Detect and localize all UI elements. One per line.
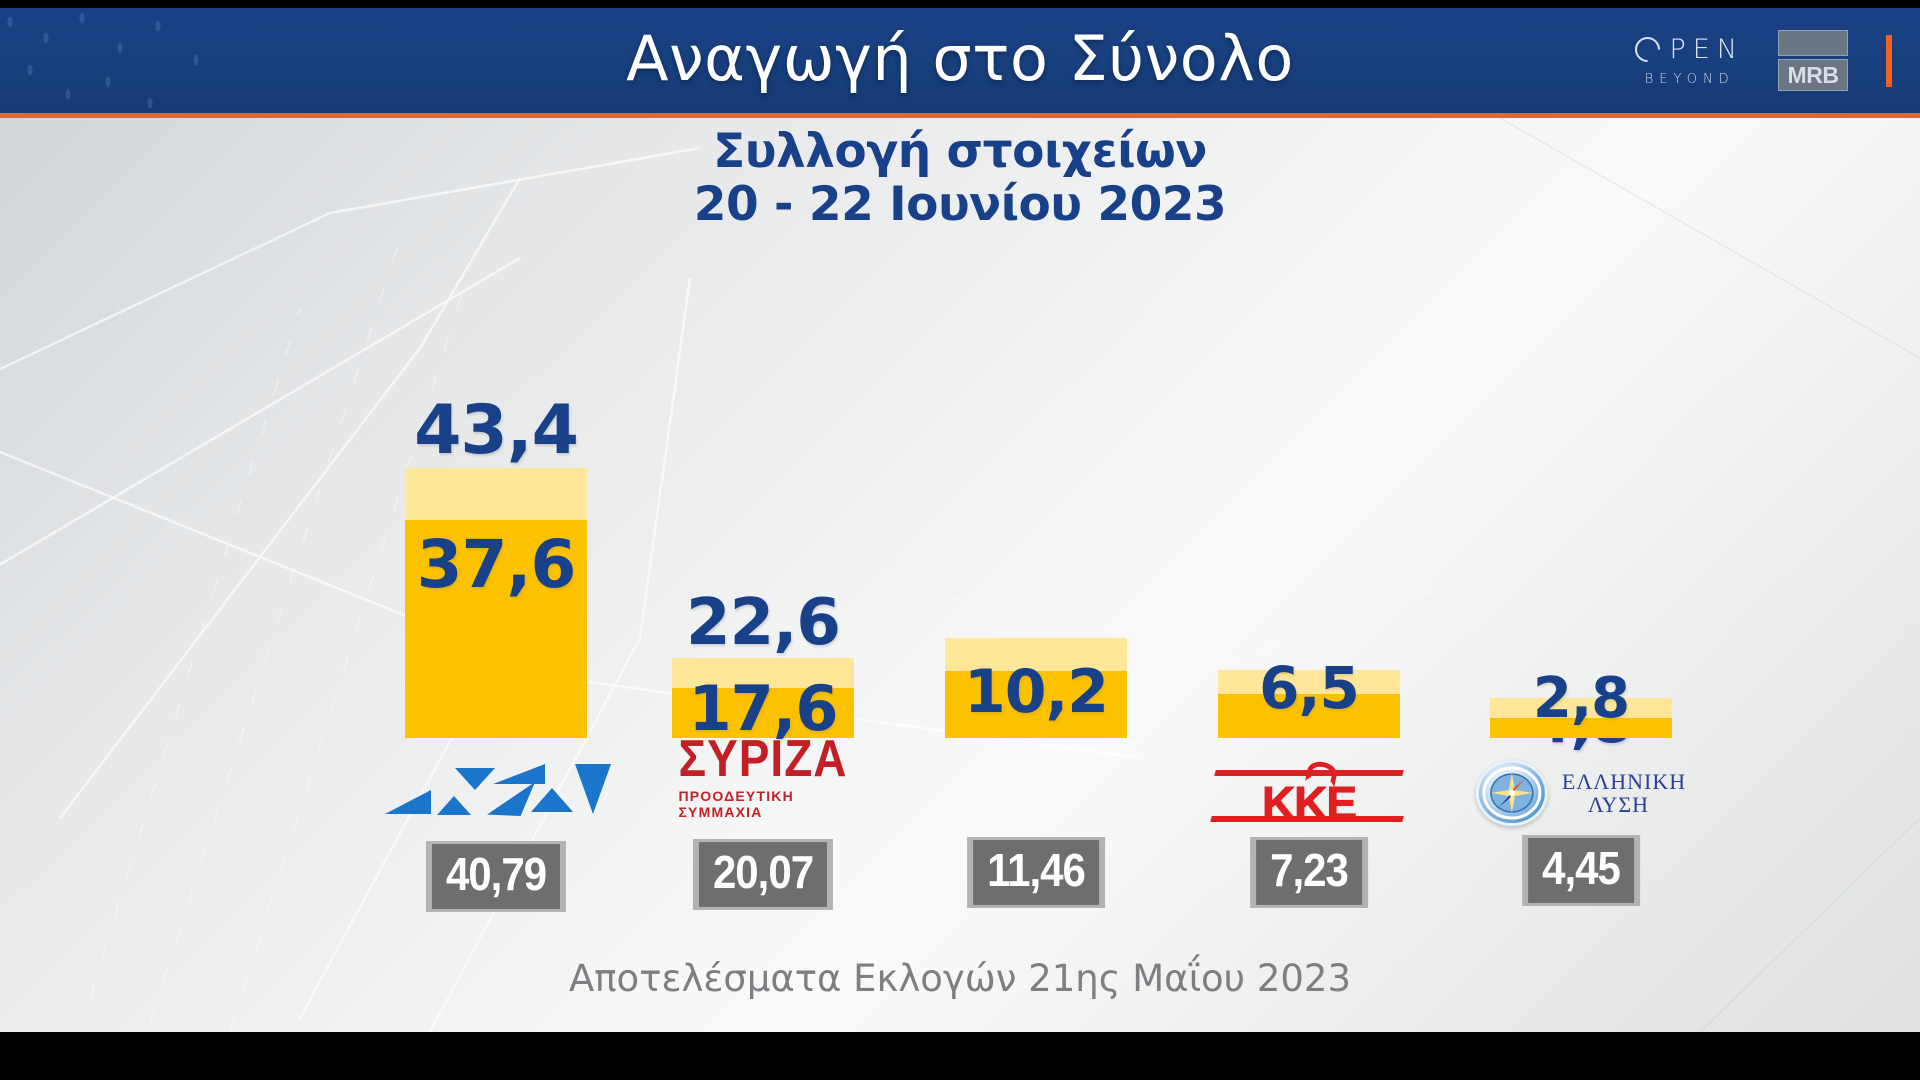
open-letters: PEN [1669, 34, 1744, 65]
syriza-logo-subtext: ΠΡΟΟΔΕΥΤΙΚΗ ΣΥΜΜΑΧΙΑ [678, 788, 794, 820]
result-chip-nd: 40,79 [425, 841, 567, 912]
bar-segment-projected-syriza [672, 658, 854, 688]
elliniki-lysi-logo-text: ΕΛΛΗΝΙΚΗ ΛΥΣΗ [1561, 768, 1687, 817]
letterbox-top [0, 0, 1920, 8]
bar-chart: 43,4 37,6 [0, 118, 1920, 1032]
result-value-kke: 7,23 [1256, 840, 1362, 905]
bar-group-pasok: 13,2 10,2 [945, 118, 1127, 1032]
elliniki-lysi-line-2: ΛΥΣΗ [1587, 792, 1650, 817]
bar-group-kke: 8,5 6,5 ΚΚΕ 7,23 [1210, 118, 1404, 1032]
subtitle-line-2: 20 - 22 Ιουνίου 2023 [693, 176, 1227, 232]
subtitle-block: Συλλογή στοιχείων 20 - 22 Ιουνίου 2023 [0, 124, 1920, 232]
subtitle-line-1: Συλλογή στοιχείων [713, 124, 1207, 179]
bar-segment-raw-elliniki-lysi: 2,8 [1490, 666, 1672, 738]
kke-logo-text: ΚΚΕ [1261, 777, 1357, 830]
nd-logo [381, 760, 611, 816]
footer-note: Αποτελέσματα Εκλογών 21ης Μαΐου 2023 [568, 957, 1352, 1000]
chart-area: Συλλογή στοιχείων 20 - 22 Ιουνίου 2023 4… [0, 118, 1920, 1032]
value-label-top-nd: 43,4 [414, 391, 579, 470]
value-label-in-kke: 6,5 [1259, 654, 1360, 722]
header-underline [0, 113, 1920, 118]
bar-stack-syriza: 17,6 [672, 658, 854, 745]
result-value-nd: 40,79 [431, 844, 561, 909]
value-label-in-nd: 37,6 [416, 526, 577, 603]
compass-icon [1475, 760, 1548, 826]
bar-stack-nd: 37,6 [405, 468, 587, 738]
value-label-in-elliniki-lysi: 2,8 [1532, 666, 1630, 731]
syriza-logo-text: ΣΥΡΙΖΑ [678, 728, 848, 788]
letterbox-bottom [0, 1032, 1920, 1080]
open-tagline: BEYOND [1644, 72, 1735, 87]
result-chip-pasok: 11,46 [967, 837, 1105, 908]
result-value-pasok: 11,46 [973, 840, 1099, 905]
bar-segment-projected-kke [1218, 670, 1400, 694]
header-logos: PEN BEYOND MRB [1630, 8, 1892, 113]
bar-stack-pasok [945, 713, 1127, 738]
result-value-syriza: 20,07 [698, 842, 828, 907]
bar-group-syriza: 22,6 17,6 ΣΥΡΙΖΑ ΠΡΟΟΔΕΥΤΙΚΗ ΣΥΜΜΑΧΙΑ 20… [672, 118, 854, 1032]
open-beyond-logo: PEN BEYOND [1630, 31, 1744, 87]
mrb-logo: MRB [1778, 30, 1848, 91]
page-title: Αναγωγή στο Σύνολο [626, 22, 1294, 95]
syriza-logo: ΣΥΡΙΖΑ ΠΡΟΟΔΕΥΤΙΚΗ ΣΥΜΜΑΧΙΑ [678, 728, 848, 820]
header-texture [0, 8, 430, 113]
bar-segment-raw-nd: 37,6 [405, 520, 587, 738]
bar-group-elliniki-lysi: 4,8 2,8 [1475, 118, 1685, 1032]
kke-logo-shapes: ΚΚΕ [1209, 759, 1409, 830]
elliniki-lysi-logo: ΕΛΛΗΝΙΚΗ ΛΥΣΗ [1475, 760, 1687, 826]
kke-logo: ΚΚΕ [1209, 759, 1409, 830]
nd-logo-shapes [381, 760, 611, 816]
bar-stack-kke: 6,5 [1218, 654, 1400, 738]
open-wordmark: PEN [1630, 31, 1744, 68]
bar-group-nd: 43,4 37,6 [385, 118, 611, 1032]
value-label-top-pasok: 13,2 [961, 649, 1112, 722]
bar-stack-elliniki-lysi: 2,8 [1490, 666, 1672, 738]
bar-segment-raw-pasok [945, 713, 1127, 738]
bar-segment-raw-syriza: 17,6 [672, 672, 854, 745]
bar-segment-projected-elliniki-lysi [1490, 698, 1672, 718]
open-o-icon [1630, 31, 1666, 68]
header-band: Αναγωγή στο Σύνολο PEN BEYOND MRB [0, 8, 1920, 113]
result-value-elliniki-lysi: 4,45 [1528, 838, 1634, 903]
mrb-logo-topbar [1778, 30, 1848, 56]
result-chip-elliniki-lysi: 4,45 [1522, 835, 1640, 906]
elliniki-lysi-line-1: ΕΛΛΗΝΙΚΗ [1561, 768, 1687, 794]
result-chip-syriza: 20,07 [692, 839, 834, 910]
value-label-in-syriza: 17,6 [688, 672, 839, 745]
orange-accent-bar [1886, 34, 1892, 87]
result-chip-kke: 7,23 [1250, 837, 1368, 908]
bar-segment-projected-nd [405, 468, 587, 520]
bar-segment-raw-kke: 6,5 [1218, 654, 1400, 738]
value-label-top-syriza: 22,6 [686, 586, 841, 660]
mrb-logo-text: MRB [1778, 59, 1848, 91]
